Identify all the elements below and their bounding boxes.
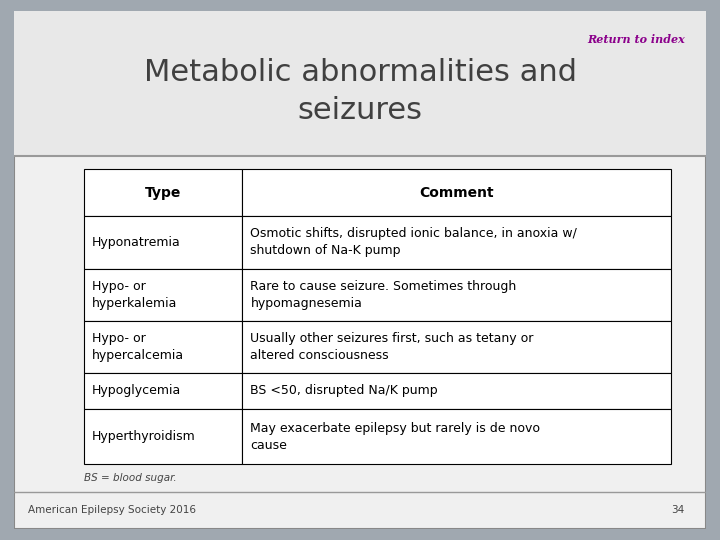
Text: Metabolic abnormalities and
seizures: Metabolic abnormalities and seizures — [143, 58, 577, 125]
Text: Hyperthyroidism: Hyperthyroidism — [92, 430, 196, 443]
Bar — [14, 11, 706, 156]
Bar — [242, 409, 671, 464]
Bar — [84, 268, 242, 321]
Text: Return to index: Return to index — [587, 34, 685, 45]
Bar — [84, 321, 242, 373]
Text: BS <50, disrupted Na/K pump: BS <50, disrupted Na/K pump — [251, 384, 438, 397]
Text: Hypoglycemia: Hypoglycemia — [92, 384, 181, 397]
Bar — [84, 373, 242, 409]
Bar — [242, 321, 671, 373]
Text: BS = blood sugar.: BS = blood sugar. — [84, 473, 176, 483]
Text: Comment: Comment — [419, 186, 494, 200]
Text: Type: Type — [145, 186, 181, 200]
Text: Osmotic shifts, disrupted ionic balance, in anoxia w/
shutdown of Na-K pump: Osmotic shifts, disrupted ionic balance,… — [251, 227, 577, 258]
Text: 34: 34 — [672, 504, 685, 515]
Text: American Epilepsy Society 2016: American Epilepsy Society 2016 — [28, 504, 197, 515]
Text: Hypo- or
hypercalcemia: Hypo- or hypercalcemia — [92, 332, 184, 362]
Text: Hyponatremia: Hyponatremia — [92, 236, 181, 249]
Bar — [242, 373, 671, 409]
Bar — [242, 216, 671, 268]
Text: Hypo- or
hyperkalemia: Hypo- or hyperkalemia — [92, 280, 177, 310]
Text: Usually other seizures first, such as tetany or
altered consciousness: Usually other seizures first, such as te… — [251, 332, 534, 362]
Bar — [242, 268, 671, 321]
Text: May exacerbate epilepsy but rarely is de novo
cause: May exacerbate epilepsy but rarely is de… — [251, 422, 541, 451]
Bar — [242, 169, 671, 216]
Text: Rare to cause seizure. Sometimes through
hypomagnesemia: Rare to cause seizure. Sometimes through… — [251, 280, 517, 310]
Bar — [84, 409, 242, 464]
Bar — [84, 216, 242, 268]
Bar — [84, 169, 242, 216]
